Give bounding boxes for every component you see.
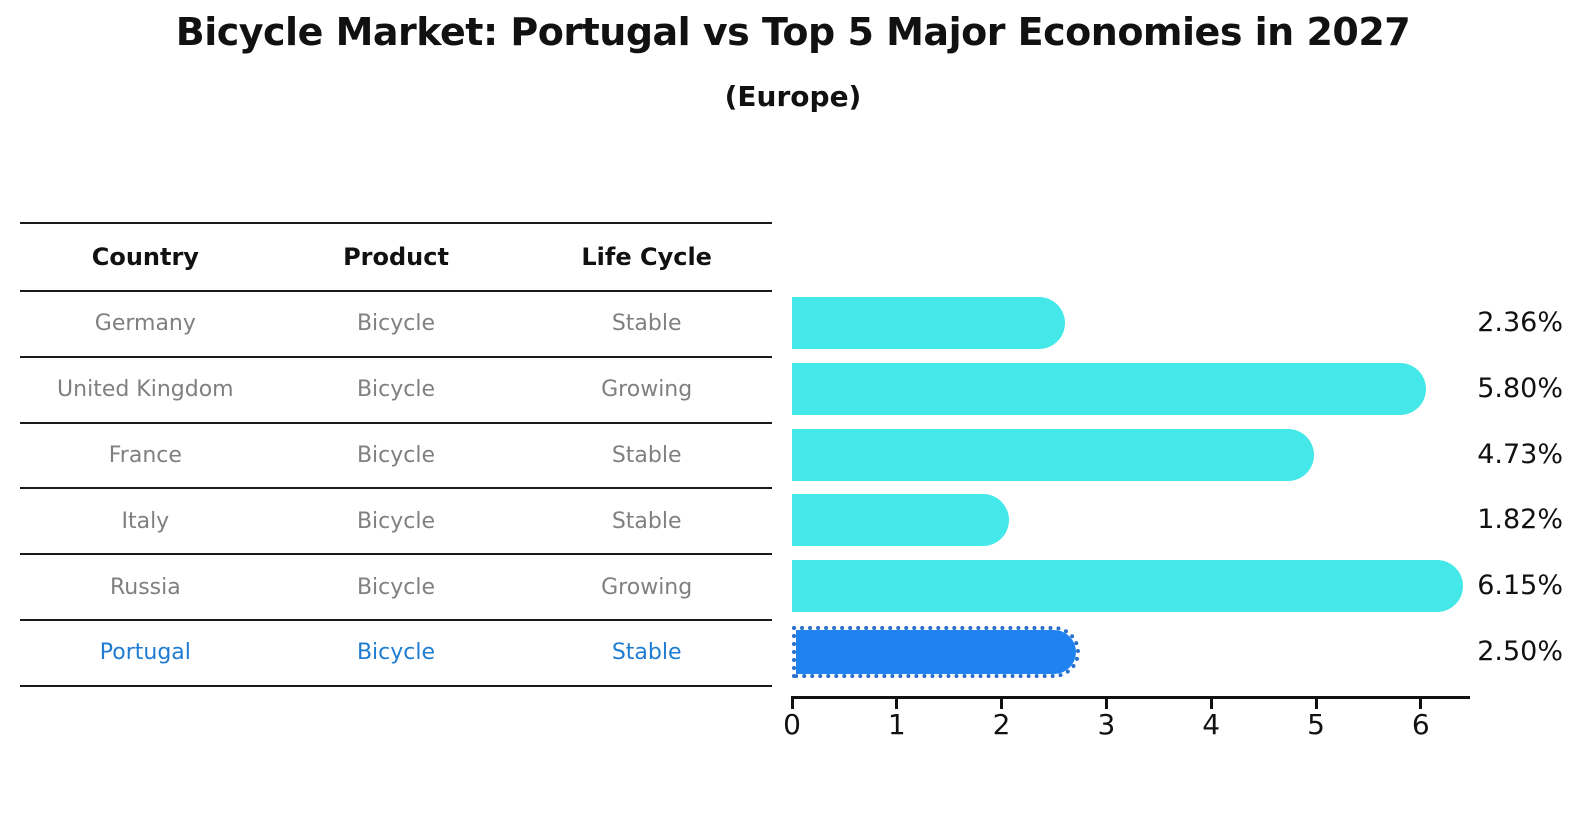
table-cell: Bicycle: [356, 508, 436, 534]
table-cell: Bicycle: [356, 574, 436, 600]
x-tick-mark: [790, 696, 794, 709]
table-cell: Bicycle: [356, 377, 436, 403]
x-tick-mark: [1314, 696, 1318, 709]
chart-subtitle: (Europe): [724, 80, 862, 113]
table-cell: France: [108, 442, 182, 468]
value-label-united-kingdom: 5.80%: [1477, 372, 1563, 404]
value-label-russia: 6.15%: [1477, 570, 1563, 602]
chart-title: Bicycle Market: Portugal vs Top 5 Major …: [175, 10, 1411, 54]
table-cell: Portugal: [99, 640, 191, 666]
table-row-germany: Germany Bicycle Stable: [20, 292, 772, 358]
x-tick-label: 2: [992, 708, 1011, 741]
table-row-russia: Russia Bicycle Growing: [20, 555, 772, 621]
value-label-germany: 2.36%: [1477, 307, 1563, 338]
x-axis: [792, 696, 1470, 699]
table-cell: Italy: [121, 508, 170, 534]
x-tick-label: 3: [1097, 708, 1116, 741]
bar-germany: [792, 297, 1066, 349]
table-row-portugal: Portugal Bicycle Stable: [20, 621, 772, 687]
table-cell: Bicycle: [356, 442, 436, 468]
table-cell: Germany: [94, 311, 196, 337]
table-row-france: France Bicycle Stable: [20, 424, 772, 490]
column-header-life-cycle: Life Cycle: [581, 243, 712, 271]
table-cell: Stable: [611, 442, 682, 468]
table-cell: Growing: [601, 574, 693, 600]
value-label-italy: 1.82%: [1477, 504, 1563, 536]
bar-france: [792, 428, 1314, 481]
x-tick-label: 0: [783, 708, 801, 741]
value-label-france: 4.73%: [1477, 438, 1563, 470]
column-header-country: Country: [91, 243, 199, 271]
bar-russia: [792, 560, 1463, 613]
table-cell: United Kingdom: [57, 377, 234, 403]
x-tick-mark: [1104, 696, 1108, 709]
bar-portugal: [792, 626, 1080, 678]
x-tick-label: 1: [887, 708, 906, 741]
x-tick-label: 4: [1202, 708, 1221, 741]
table-cell: Stable: [611, 311, 682, 337]
x-tick-mark: [1209, 696, 1213, 709]
bar-united-kingdom: [792, 362, 1426, 415]
country-table: Country Product Life Cycle Germany Bicycle St…: [20, 222, 772, 687]
table-row-united-kingdom: United Kingdom Bicycle Growing: [20, 358, 772, 424]
x-tick-label: 6: [1411, 708, 1430, 741]
column-header-product: Product: [343, 243, 449, 271]
table-cell: Stable: [611, 640, 682, 666]
bar-italy: [792, 494, 1009, 547]
table-cell: Russia: [109, 574, 181, 600]
table-cell: Stable: [611, 508, 682, 534]
x-tick-mark: [895, 696, 899, 709]
table-cell: Bicycle: [356, 640, 436, 666]
x-tick-mark: [1419, 696, 1423, 709]
table-cell: Growing: [601, 377, 693, 403]
x-tick-label: 5: [1307, 708, 1325, 741]
table-header-row: Country Product Life Cycle: [20, 224, 772, 292]
value-label-portugal: 2.50%: [1477, 636, 1563, 667]
table-cell: Bicycle: [356, 311, 436, 337]
x-tick-mark: [1000, 696, 1004, 709]
table-row-italy: Italy Bicycle Stable: [20, 489, 772, 556]
